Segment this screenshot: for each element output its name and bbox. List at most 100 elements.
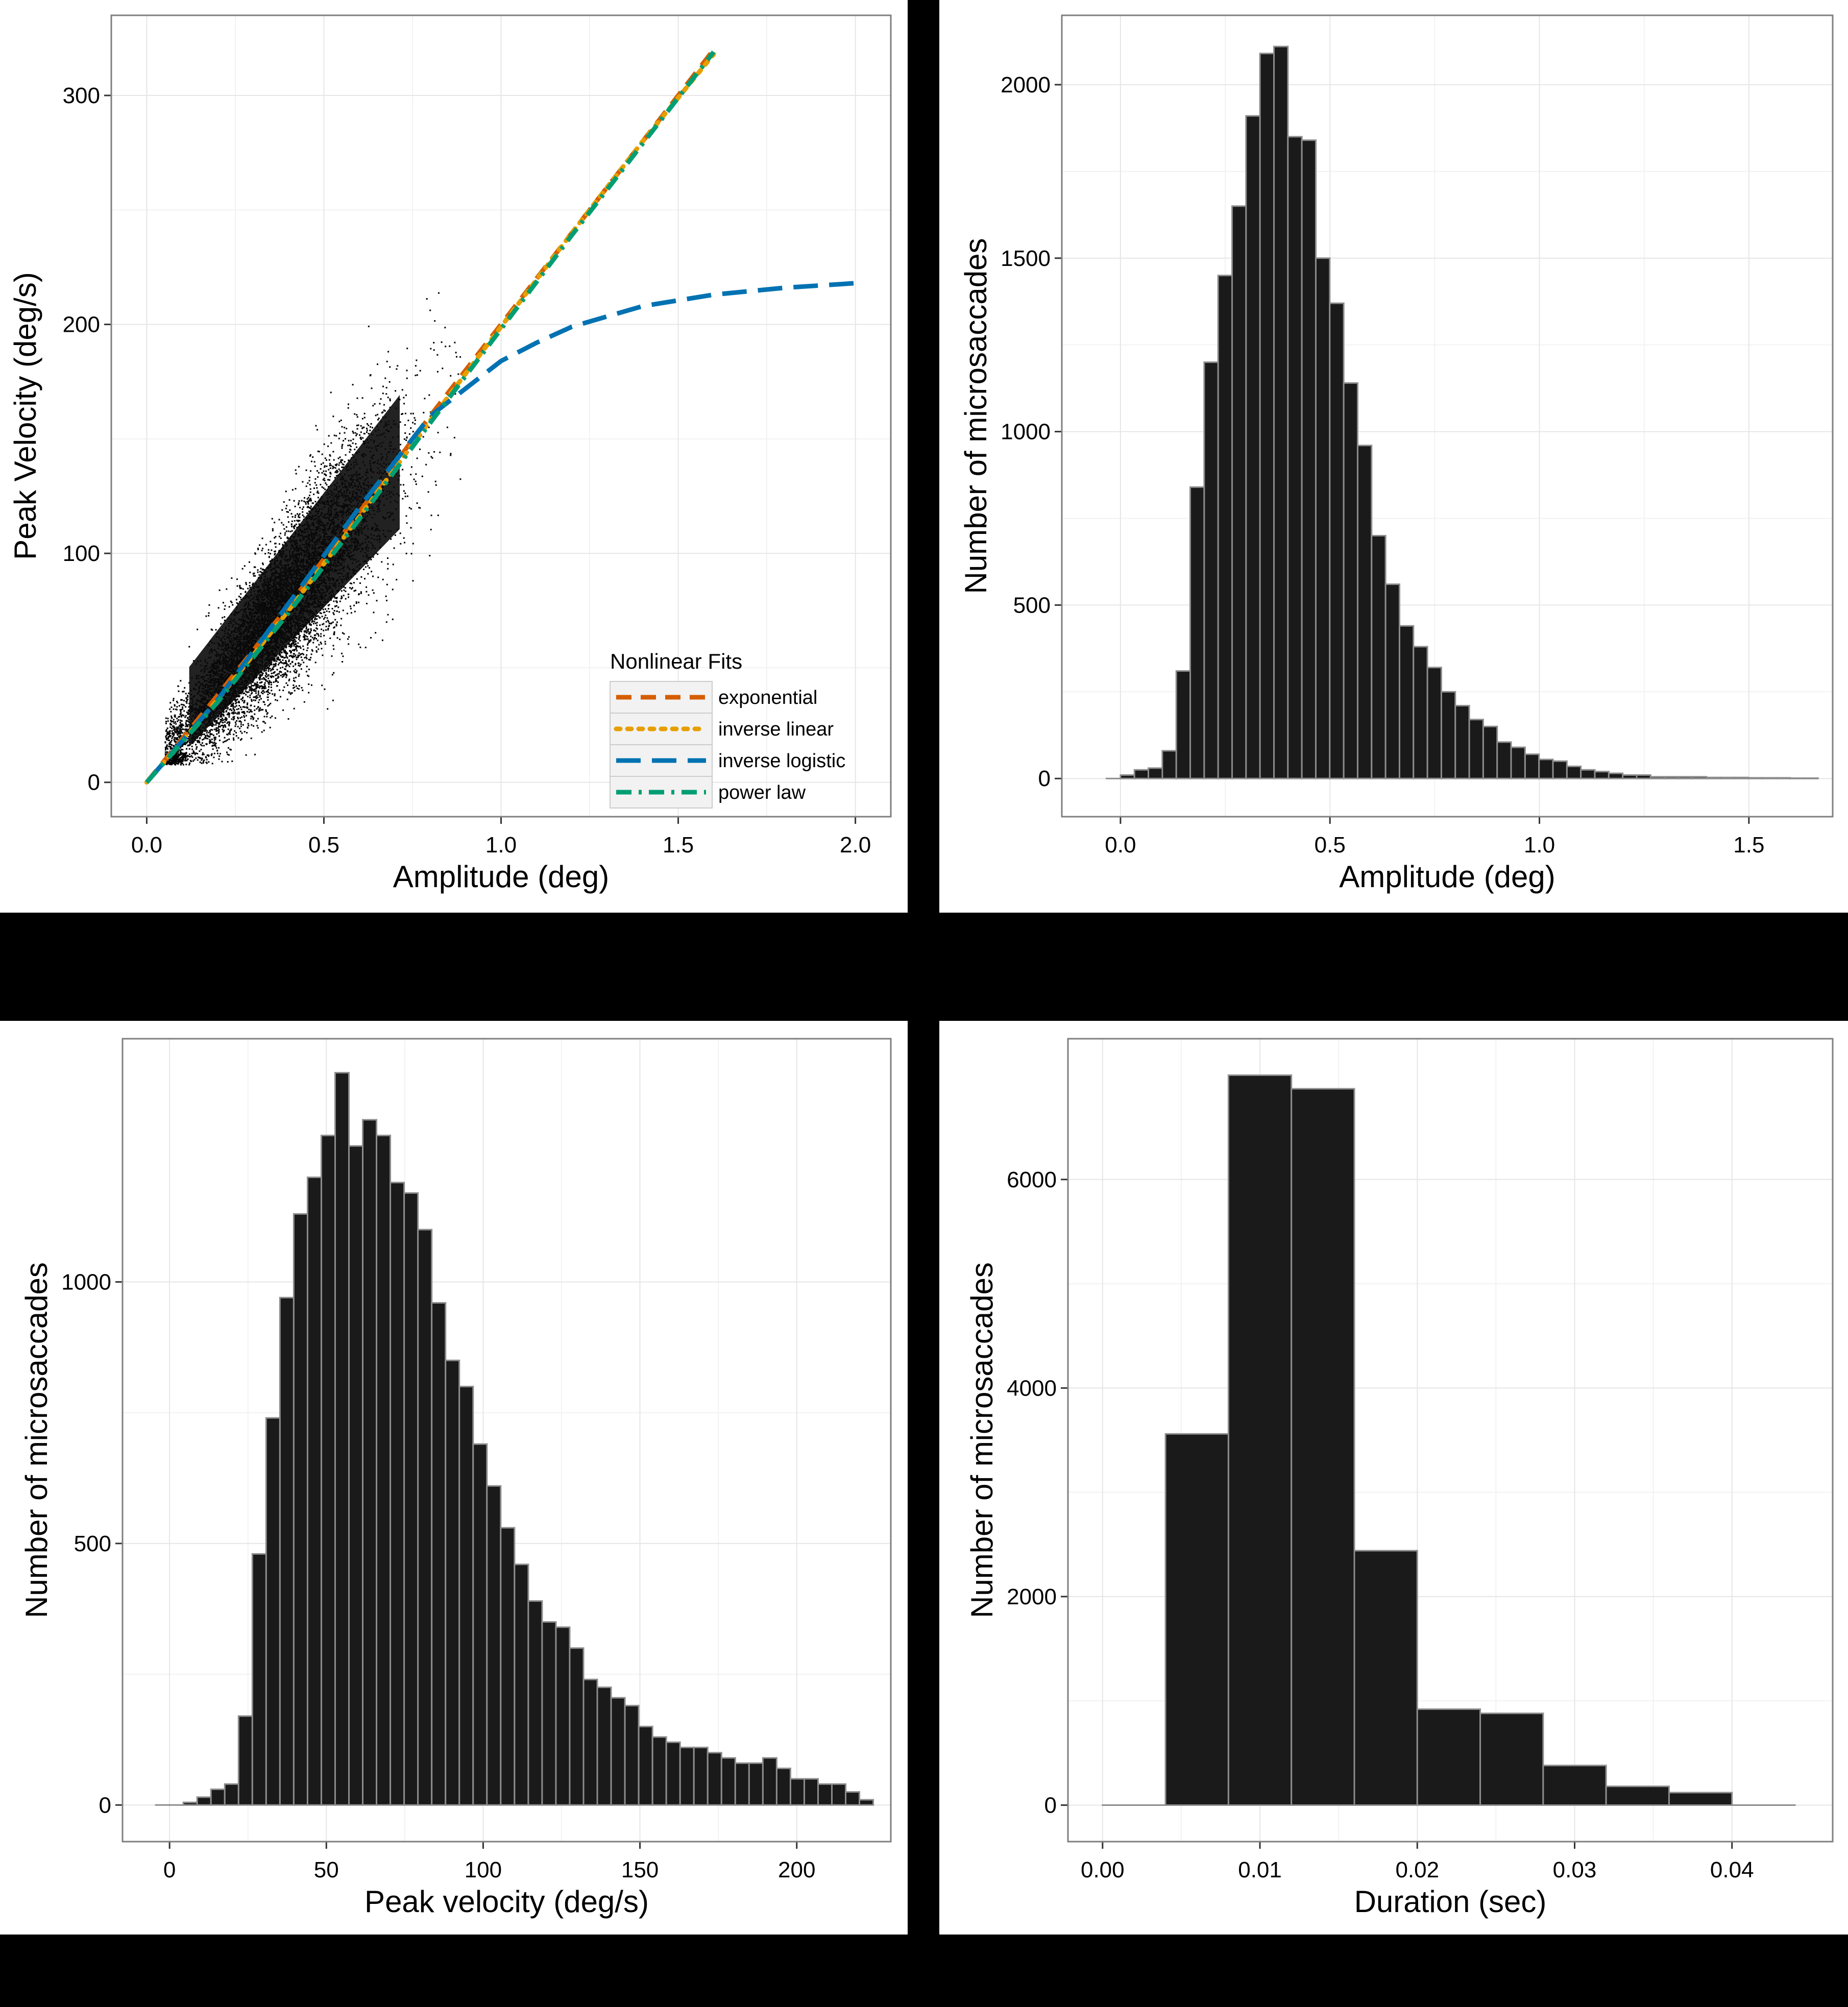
histogram-bar [762,1757,777,1806]
x-tick-label: 0.01 [1238,1857,1282,1882]
histogram-bar [1164,1433,1229,1806]
y-tick-label: 1000 [61,1270,111,1295]
histogram-bars [1106,45,1819,779]
histogram-bar [334,1072,350,1806]
histogram-bar [1468,719,1484,779]
histogram-bar [182,1801,198,1806]
x-tick-label: 100 [465,1857,502,1882]
y-tick-label: 1000 [1001,420,1051,445]
histogram-bar [1566,765,1582,779]
histogram-bar [1668,1792,1733,1806]
scatter-panel: 0.0 0.5 1.0 1.5 2.0 0 100 200 300 Amplitude (deg)… [0,0,908,913]
histogram-bar [1227,1074,1293,1806]
histogram-bar [1580,769,1596,779]
histogram-bar [196,1796,212,1806]
histogram-bar [348,1145,364,1806]
x-tick-label: 0.03 [1553,1857,1597,1882]
legend-label: inverse logistic [718,750,845,772]
x-tick-label: 0.0 [1105,833,1136,858]
histogram-bar [1605,1785,1670,1806]
x-axis-title: Peak velocity (deg/s) [364,1884,649,1919]
x-tick-label: 1.5 [663,833,694,858]
histogram-bar [1353,1550,1418,1806]
histogram-bar [1733,776,1749,779]
histogram-bar [1287,136,1303,779]
histogram-bar [265,1417,281,1806]
histogram-bar [1315,257,1331,779]
x-tick-label: 50 [314,1857,339,1882]
histogram-bar [831,1783,847,1806]
y-tick-label: 2000 [1007,1584,1057,1609]
plot-border [121,1038,892,1843]
histogram-bar [1496,741,1512,779]
y-tick-label: 500 [1013,593,1051,618]
x-tick-label: 1.0 [485,833,517,858]
histogram-bar [362,1119,378,1806]
y-tick-label: 6000 [1007,1167,1057,1192]
histogram-bar [458,1385,474,1806]
histogram-bars [1102,1074,1796,1806]
legend-label: exponential [718,687,817,708]
histogram-bar [1217,275,1233,779]
histogram-bar [1789,777,1805,779]
histogram-bar [1203,361,1219,779]
histogram-bar [210,1789,226,1806]
histogram-bar [390,1182,405,1806]
histogram-bar [1356,445,1373,779]
histogram-bar [1148,767,1163,779]
x-tick-label: 0.0 [131,833,162,858]
histogram-bar [1175,670,1192,779]
histogram-bar [1719,776,1735,779]
histogram-bar [500,1527,516,1806]
y-tick-label: 2000 [1001,72,1051,97]
histogram-bar [610,1697,626,1806]
plot-border [1061,14,1834,818]
y-axis-title: Number of microsaccades [965,1262,999,1618]
x-tick-label: 0.5 [308,833,339,858]
histogram-bar [775,1768,791,1806]
histogram-bar [693,1747,709,1806]
x-axis-title: Amplitude (deg) [393,860,610,894]
histogram-bar [679,1747,695,1806]
amplitude-histogram-panel: 0.0 0.5 1.0 1.5 0 500 1000 1500 2000 Amplitude (d… [939,0,1848,913]
histogram-bar [1245,115,1261,779]
legend-label: power law [718,782,806,803]
histogram-bar [582,1678,598,1806]
y-tick-label: 500 [74,1531,111,1556]
histogram-bar [1161,750,1177,779]
velocity-histogram-panel: 0 50 100 150 200 0 500 1000 Peak velocity (deg/s… [0,1021,908,1935]
histogram-bar [1398,625,1415,779]
histogram-bar [431,1302,447,1806]
histogram-bar [638,1726,653,1806]
gridlines [111,15,891,817]
amplitude-velocity-scatter: 0.0 0.5 1.0 1.5 2.0 0 100 200 300 Amplitude (deg)… [8,14,892,894]
y-axis-title: Peak Velocity (deg/s) [8,272,42,560]
histogram-bar [1426,667,1442,779]
histogram-bar [1803,777,1819,779]
x-axis-title: Duration (sec) [1354,1884,1547,1919]
histogram-bar [1413,646,1428,779]
fit-lines [144,48,856,785]
histogram-bar [1664,776,1680,779]
histogram-bar [472,1443,488,1806]
histogram-bar [224,1783,239,1806]
histogram-bar [1636,774,1651,779]
histogram-bar [1552,760,1568,779]
histogram-bar [803,1778,819,1806]
histogram-bar [1384,583,1400,779]
legend-label: inverse linear [718,719,834,740]
histogram-bar [1542,1765,1607,1806]
histogram-bar [859,1799,874,1806]
histogram-bar [651,1736,667,1806]
histogram-bar [445,1359,460,1806]
histogram-bar [1479,1712,1544,1806]
duration-histogram: 0.00 0.01 0.02 0.03 0.04 0 2000 4000 6000 Duratio… [965,1038,1834,1919]
histogram-bar [596,1686,612,1806]
fit-line-power-law [145,51,716,784]
y-tick-label: 4000 [1007,1376,1057,1401]
y-tick-label: 200 [63,312,100,337]
histogram-bar [1691,776,1708,779]
histogram-bar [1189,486,1205,779]
histogram-bar [1371,534,1387,779]
